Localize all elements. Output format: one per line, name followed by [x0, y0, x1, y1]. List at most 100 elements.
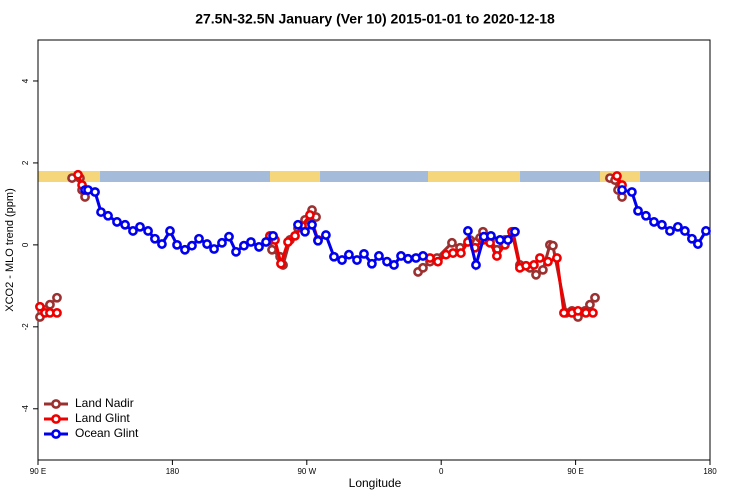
- point: [293, 219, 303, 230]
- point: [521, 260, 531, 271]
- point: [135, 221, 145, 232]
- point: [172, 239, 182, 250]
- point: [693, 239, 703, 249]
- point: [359, 248, 369, 259]
- series-line: [38, 174, 624, 315]
- point: [687, 233, 697, 244]
- point: [246, 237, 256, 247]
- y-tick-label: 0: [21, 242, 30, 247]
- point: [128, 226, 138, 236]
- point: [52, 307, 62, 318]
- point: [254, 242, 264, 252]
- x-tick-label: 90 E: [567, 467, 583, 476]
- point: [224, 231, 234, 242]
- point: [35, 301, 45, 312]
- point: [157, 239, 167, 249]
- point: [701, 226, 711, 236]
- point: [657, 219, 667, 230]
- point: [486, 230, 496, 241]
- point: [267, 244, 277, 255]
- land-strip: [270, 171, 320, 182]
- legend-label: Land Nadir: [75, 396, 134, 410]
- point: [531, 269, 541, 280]
- point: [290, 230, 300, 241]
- point: [231, 246, 241, 257]
- point: [633, 205, 643, 216]
- point: [548, 240, 558, 251]
- legend-marker: [51, 414, 61, 424]
- point: [112, 217, 122, 227]
- point: [305, 210, 315, 220]
- x-tick-label: 90 W: [297, 467, 316, 476]
- point: [300, 226, 310, 237]
- point: [209, 244, 219, 254]
- point: [626, 187, 637, 197]
- point: [573, 305, 583, 316]
- point: [495, 235, 505, 245]
- x-tick-label: 0: [439, 467, 444, 476]
- point: [641, 210, 651, 221]
- point: [90, 187, 100, 197]
- point: [202, 239, 212, 249]
- point: [120, 219, 130, 230]
- y-axis-label: XCO2 - MLO trend (ppm): [4, 188, 16, 311]
- point: [329, 251, 339, 262]
- point: [103, 210, 113, 221]
- point: [283, 237, 293, 247]
- point: [239, 240, 249, 251]
- point: [321, 230, 331, 240]
- point: [276, 258, 286, 269]
- point: [180, 244, 190, 255]
- point: [535, 253, 545, 263]
- point: [649, 217, 659, 227]
- point: [194, 233, 204, 244]
- point: [529, 260, 539, 270]
- point: [143, 226, 153, 236]
- point: [367, 258, 377, 269]
- point: [433, 256, 443, 267]
- point: [73, 169, 83, 180]
- chart-title: 27.5N-32.5N January (Ver 10) 2015-01-01 …: [195, 11, 555, 27]
- legend-marker: [51, 399, 61, 409]
- y-tick-label: -2: [21, 323, 30, 331]
- point: [617, 185, 627, 195]
- y-tick-label: 4: [21, 78, 30, 83]
- point: [217, 237, 227, 248]
- point: [559, 307, 569, 318]
- y-tick-label: -4: [21, 405, 30, 413]
- point: [456, 248, 466, 258]
- point: [680, 226, 690, 236]
- point: [389, 260, 399, 270]
- point: [588, 307, 598, 318]
- x-axis-label: Longitude: [349, 476, 402, 490]
- point: [471, 260, 481, 270]
- x-tick-label: 180: [166, 467, 180, 476]
- point: [344, 249, 354, 260]
- point: [492, 251, 502, 261]
- plot-frame: [37, 39, 711, 461]
- point: [448, 248, 458, 258]
- point: [418, 251, 428, 261]
- point: [510, 226, 520, 237]
- point: [537, 264, 548, 275]
- point: [543, 256, 553, 267]
- point: [403, 253, 413, 264]
- point: [463, 226, 473, 236]
- point: [187, 240, 197, 251]
- legend-marker: [51, 429, 61, 439]
- point: [52, 292, 62, 303]
- point: [96, 207, 106, 217]
- x-tick-label: 180: [703, 467, 717, 476]
- land-strip: [428, 171, 520, 182]
- point: [261, 237, 271, 247]
- point: [268, 230, 278, 241]
- point: [45, 299, 55, 310]
- point: [374, 251, 384, 261]
- point: [418, 262, 428, 273]
- series-line: [85, 188, 708, 271]
- point: [307, 219, 317, 230]
- point: [612, 171, 622, 181]
- ocean-strip: [38, 171, 710, 182]
- point: [585, 299, 595, 310]
